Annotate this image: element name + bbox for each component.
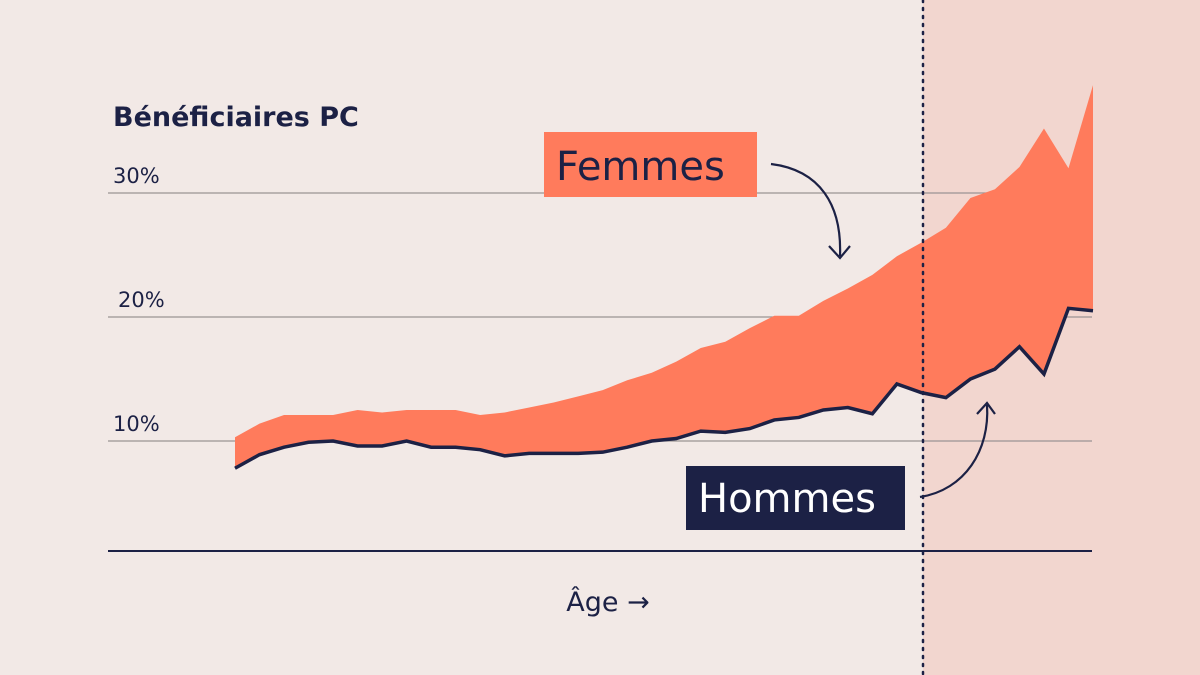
legend-hommes: Hommes (698, 476, 876, 522)
hommes-arrow-icon (919, 401, 996, 499)
femmes-area (235, 85, 1093, 469)
y-tick-label: 30% (113, 164, 160, 188)
hommes-line (234, 306, 1094, 470)
chart-title: Bénéficiaires PC (113, 102, 359, 133)
y-tick-label: 10% (113, 412, 160, 436)
hommes-label-box (686, 466, 905, 530)
y-tick-label: 20% (118, 288, 165, 312)
legend-femmes: Femmes (556, 144, 725, 190)
x-axis-label: Âge → (566, 586, 649, 618)
femmes-arrow-icon (770, 162, 851, 260)
femmes-label-box (544, 132, 757, 197)
